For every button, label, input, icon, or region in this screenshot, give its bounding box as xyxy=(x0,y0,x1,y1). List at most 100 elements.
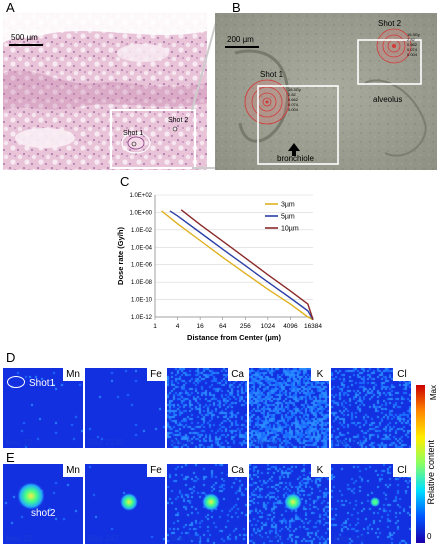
shot2-label-a: Shot 2 xyxy=(168,117,189,124)
ring-value: 16.3Gy xyxy=(288,87,301,92)
x-tick-label: 16384 xyxy=(304,323,322,330)
element-symbol-label: Cl xyxy=(393,464,411,477)
colorbar-min-label: 0 xyxy=(427,532,432,541)
element-max-label: Max 688 xyxy=(252,534,283,543)
ring-value: 0.074 xyxy=(407,47,418,52)
ring-value: 0.074 xyxy=(288,102,299,107)
ring-values-shot1: 16.3Gy 2.82 0.662 0.074 0.004 xyxy=(288,87,301,112)
element-max-label: Max 10 xyxy=(334,438,361,447)
ring-value: 0.662 xyxy=(288,97,299,102)
microscope-svg xyxy=(215,13,437,170)
element-symbol-label: Fe xyxy=(147,368,165,381)
element-max-label: Max 8 xyxy=(170,438,192,447)
alveolus-label: alveolus xyxy=(373,95,403,104)
y-tick-label: 1.0E-06 xyxy=(131,263,153,269)
element-maps-d: Mn Max 12 Shot1 Fe Max 2149 Ca Max 8 K Max 14 Cl M… xyxy=(3,368,413,448)
element-map-canvas xyxy=(331,464,411,544)
zoom-connector xyxy=(191,14,219,169)
ring-value: 2.82 xyxy=(288,92,296,97)
x-tick-label: 1 xyxy=(153,323,157,330)
element-max-label: Max 12 xyxy=(6,534,33,543)
element-map-canvas xyxy=(85,464,165,544)
shot1-label-a: Shot 1 xyxy=(123,130,144,137)
ring-value: 0.004 xyxy=(407,52,418,57)
bronchiole-label: bronchiole xyxy=(277,154,314,163)
element-map-canvas xyxy=(167,464,247,544)
panel-letter-e: E xyxy=(6,450,15,465)
element-symbol-label: Mn xyxy=(63,368,83,381)
chart-svg: 1.0E+02 1.0E+00 1.0E-02 1.0E-04 1.0E-06 1.0E-… xyxy=(116,193,322,342)
panel-letter-d: D xyxy=(6,350,16,365)
element-map-tile: K Max 688 xyxy=(249,464,329,544)
element-map-canvas xyxy=(3,464,83,544)
element-map-canvas xyxy=(249,464,329,544)
panel-letter-a: A xyxy=(6,0,15,15)
element-symbol-label: Ca xyxy=(228,368,247,381)
x-tick-label: 1024 xyxy=(261,323,276,330)
histology-image: 500 µm Shot 1 Shot 2 xyxy=(3,13,207,170)
series-line-1 xyxy=(169,210,314,320)
element-map-canvas xyxy=(85,368,165,448)
element-symbol-label: K xyxy=(311,464,329,477)
element-symbol-label: Cl xyxy=(393,368,411,381)
element-map-tile: Mn Max 12 Shot1 xyxy=(3,368,83,448)
element-map-tile: Mn Max 12 shot2 xyxy=(3,464,83,544)
element-max-label: Max 14 xyxy=(252,438,279,447)
y-tick-label: 1.0E-08 xyxy=(131,280,153,286)
shot1-marker xyxy=(7,376,25,388)
x-tick-label: 4096 xyxy=(283,323,298,330)
shot1-label-d: Shot1 xyxy=(29,378,56,389)
histology-svg xyxy=(3,13,207,170)
element-map-canvas xyxy=(249,368,329,448)
x-tick-label: 16 xyxy=(197,323,205,330)
element-max-label: Max 181 xyxy=(334,534,365,543)
element-map-tile: Cl Max 10 xyxy=(331,368,411,448)
series-line-2 xyxy=(180,209,314,320)
microscope-image: 200 µm Shot 1 Shot 2 alveolus bronchiole… xyxy=(215,13,437,170)
x-tick-label: 256 xyxy=(240,323,251,330)
shot2-label-e: shot2 xyxy=(31,508,56,519)
element-map-tile: Fe Max 2149 xyxy=(85,368,165,448)
x-tick-label: 4 xyxy=(176,323,180,330)
element-symbol-label: K xyxy=(311,368,329,381)
y-tick-label: 1.0E-02 xyxy=(131,228,153,234)
panel-letter-b: B xyxy=(232,0,241,15)
element-max-label: Max 314 xyxy=(170,534,201,543)
scalebar-label-a: 500 µm xyxy=(11,33,38,42)
element-max-label: Max 2149 xyxy=(88,438,124,447)
ring-value: 16.3Gy xyxy=(407,32,420,37)
ring-value: 0.662 xyxy=(407,42,418,47)
legend-label: 5µm xyxy=(281,214,295,221)
element-map-canvas xyxy=(167,368,247,448)
element-max-label: Max 247 xyxy=(88,534,119,543)
ring-value: 2.82 xyxy=(407,37,415,42)
element-symbol-label: Ca xyxy=(228,464,247,477)
x-tick-label: 64 xyxy=(219,323,227,330)
shot1-label-b: Shot 1 xyxy=(260,70,284,79)
element-map-canvas xyxy=(331,368,411,448)
y-tick-label: 1.0E-04 xyxy=(131,245,153,251)
shot2-label-b: Shot 2 xyxy=(378,19,402,28)
colorbar xyxy=(416,385,425,543)
ring-values-shot2: 16.3Gy 2.82 0.662 0.074 0.004 xyxy=(407,32,420,57)
legend-label: 10µm xyxy=(281,226,299,233)
x-axis-label: Distance from Center (µm) xyxy=(187,333,281,342)
element-map-tile: Cl Max 181 xyxy=(331,464,411,544)
y-tick-label: 1.0E-12 xyxy=(131,315,153,321)
y-tick-label: 1.0E-10 xyxy=(131,298,153,304)
colorbar-max-label: Max xyxy=(429,385,438,401)
y-tick-label: 1.0E+00 xyxy=(129,210,152,216)
element-map-tile: K Max 14 xyxy=(249,368,329,448)
colorbar-title: Relative content xyxy=(426,440,436,505)
element-symbol-label: Fe xyxy=(147,464,165,477)
ring-value: 0.004 xyxy=(288,107,299,112)
y-axis-label: Dose rate (Gy/h) xyxy=(116,227,125,285)
legend-label: 3µm xyxy=(281,202,295,209)
dose-rate-chart: 1.0E+02 1.0E+00 1.0E-02 1.0E-04 1.0E-06 1.0E-… xyxy=(115,185,330,345)
element-symbol-label: Mn xyxy=(63,464,83,477)
element-maps-e: Mn Max 12 shot2 Fe Max 247 Ca Max 314 K Max 688 C… xyxy=(3,464,413,544)
series-line-0 xyxy=(161,210,314,321)
element-max-label: Max 12 xyxy=(6,438,33,447)
y-tick-label: 1.0E+02 xyxy=(129,193,152,199)
element-map-tile: Fe Max 247 xyxy=(85,464,165,544)
